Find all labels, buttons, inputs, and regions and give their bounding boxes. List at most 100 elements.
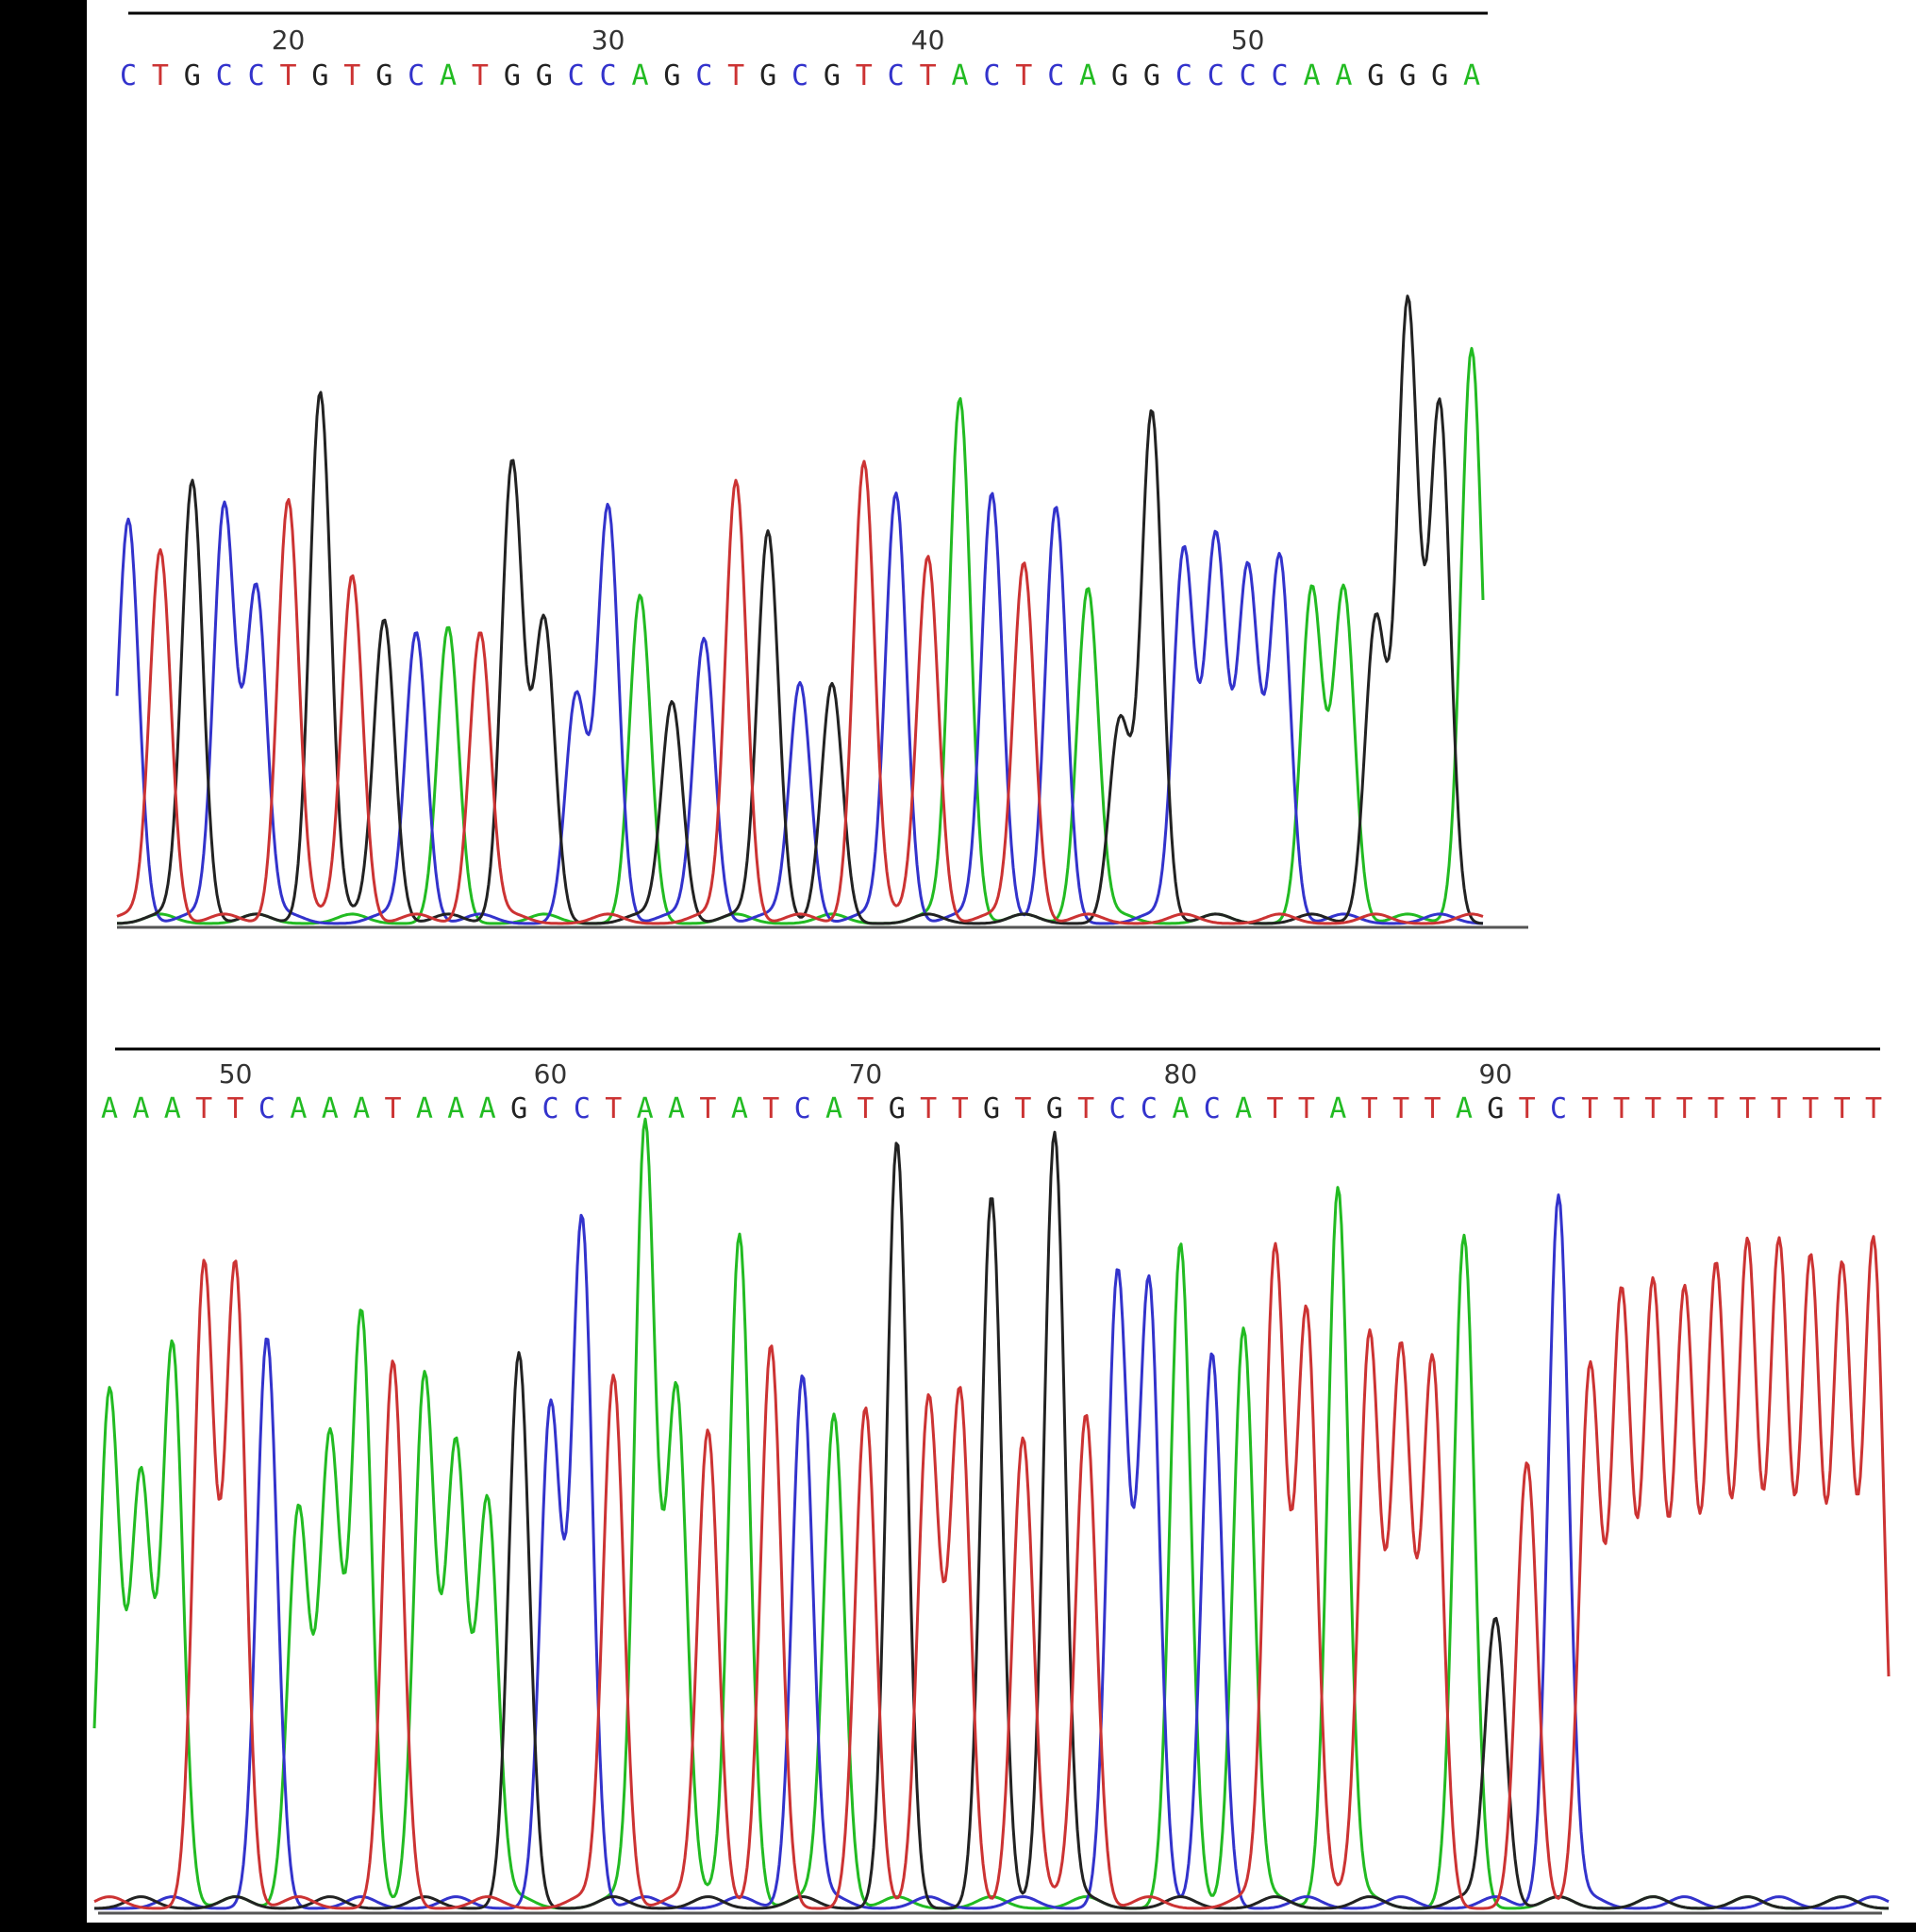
peak-T bbox=[1021, 1441, 1025, 1445]
peak-A bbox=[171, 1347, 175, 1351]
position-tick-label: 40 bbox=[911, 25, 945, 56]
peak-T bbox=[350, 578, 354, 582]
peak-C bbox=[1246, 572, 1250, 575]
position-tick-label: 60 bbox=[534, 1058, 568, 1090]
peak-T bbox=[1745, 1254, 1749, 1257]
peak-T bbox=[1872, 1246, 1875, 1250]
base-call-A: A bbox=[322, 1092, 339, 1125]
peak-T bbox=[1841, 1277, 1844, 1281]
trace-G bbox=[117, 294, 1484, 925]
base-call-A: A bbox=[951, 59, 968, 92]
base-call-T: T bbox=[472, 59, 489, 92]
base-call-C: C bbox=[1550, 1092, 1567, 1125]
peak-T bbox=[1274, 1254, 1277, 1257]
peak-A bbox=[423, 1379, 426, 1383]
base-call-A: A bbox=[631, 59, 648, 92]
peak-C bbox=[265, 1340, 269, 1343]
base-call-A: A bbox=[353, 1092, 370, 1125]
base-call-C: C bbox=[600, 59, 617, 92]
base-call-A: A bbox=[447, 1092, 464, 1125]
base-call-T: T bbox=[227, 1092, 244, 1125]
base-call-G: G bbox=[824, 59, 841, 92]
peak-G bbox=[895, 1144, 899, 1148]
peak-G bbox=[510, 464, 514, 468]
position-tick-label: 70 bbox=[849, 1058, 883, 1090]
base-call-C: C bbox=[216, 59, 233, 92]
peak-T bbox=[1399, 1356, 1403, 1359]
peak-T bbox=[287, 502, 291, 506]
peak-T bbox=[734, 483, 738, 487]
base-call-T: T bbox=[1644, 1092, 1661, 1125]
peak-C bbox=[607, 508, 610, 512]
peak-G bbox=[830, 685, 834, 689]
peak-T bbox=[611, 1379, 615, 1383]
peak-C bbox=[1557, 1199, 1560, 1203]
peak-C bbox=[1182, 553, 1186, 557]
base-call-A: A bbox=[479, 1092, 496, 1125]
base-call-G: G bbox=[510, 1092, 527, 1125]
base-call-A: A bbox=[1329, 1092, 1346, 1125]
peak-T bbox=[202, 1269, 206, 1273]
peak-A bbox=[1336, 1191, 1340, 1194]
position-tick-label: 80 bbox=[1164, 1058, 1198, 1090]
base-call-T: T bbox=[343, 59, 360, 92]
base-call-C: C bbox=[983, 59, 1000, 92]
peak-T bbox=[478, 635, 482, 639]
peak-T bbox=[926, 1403, 930, 1407]
peak-T bbox=[1777, 1254, 1781, 1257]
base-call-T: T bbox=[1676, 1092, 1693, 1125]
trace-T bbox=[93, 1235, 1891, 1910]
peak-T bbox=[706, 1434, 709, 1438]
peak-T bbox=[862, 464, 866, 468]
peak-T bbox=[1808, 1269, 1812, 1273]
base-call-T: T bbox=[1708, 1092, 1724, 1125]
trace-C bbox=[115, 491, 1483, 925]
base-call-A: A bbox=[290, 1092, 307, 1125]
base-call-A: A bbox=[1172, 1092, 1189, 1125]
peak-G bbox=[1406, 306, 1409, 309]
trace-T bbox=[116, 459, 1484, 925]
peak-C bbox=[126, 521, 130, 525]
position-tick-label: 50 bbox=[219, 1058, 253, 1090]
base-call-C: C bbox=[248, 59, 265, 92]
base-call-T: T bbox=[1014, 1092, 1031, 1125]
peak-C bbox=[580, 1223, 584, 1226]
peak-A bbox=[328, 1441, 332, 1445]
base-call-T: T bbox=[279, 59, 296, 92]
peak-G bbox=[542, 622, 546, 625]
figure-background bbox=[87, 0, 1916, 1923]
base-call-T: T bbox=[856, 59, 873, 92]
peak-T bbox=[863, 1410, 867, 1414]
peak-T bbox=[1084, 1418, 1088, 1422]
peak-C bbox=[894, 495, 898, 499]
peak-A bbox=[139, 1481, 142, 1485]
base-call-A: A bbox=[132, 1092, 149, 1125]
base-call-G: G bbox=[311, 59, 328, 92]
peak-A bbox=[296, 1512, 300, 1516]
peak-T bbox=[1305, 1316, 1308, 1320]
base-call-A: A bbox=[1079, 59, 1096, 92]
base-call-G: G bbox=[889, 1092, 906, 1125]
peak-C bbox=[549, 1410, 553, 1414]
base-call-T: T bbox=[920, 59, 937, 92]
base-call-T: T bbox=[1581, 1092, 1598, 1125]
base-call-A: A bbox=[416, 1092, 433, 1125]
peak-T bbox=[769, 1347, 773, 1351]
peak-C bbox=[798, 685, 802, 689]
base-call-T: T bbox=[1267, 1092, 1284, 1125]
base-call-A: A bbox=[1335, 59, 1352, 92]
base-call-T: T bbox=[1519, 1092, 1536, 1125]
peak-T bbox=[1651, 1292, 1655, 1296]
peak-C bbox=[1147, 1285, 1151, 1289]
base-call-G: G bbox=[1399, 59, 1416, 92]
peak-T bbox=[1714, 1277, 1718, 1281]
peak-A bbox=[359, 1316, 363, 1320]
peak-T bbox=[1368, 1340, 1372, 1343]
base-call-C: C bbox=[1109, 1092, 1126, 1125]
base-call-C: C bbox=[120, 59, 137, 92]
base-call-G: G bbox=[1431, 59, 1448, 92]
base-call-C: C bbox=[1208, 59, 1225, 92]
peak-C bbox=[1054, 508, 1058, 512]
base-call-G: G bbox=[1143, 59, 1160, 92]
